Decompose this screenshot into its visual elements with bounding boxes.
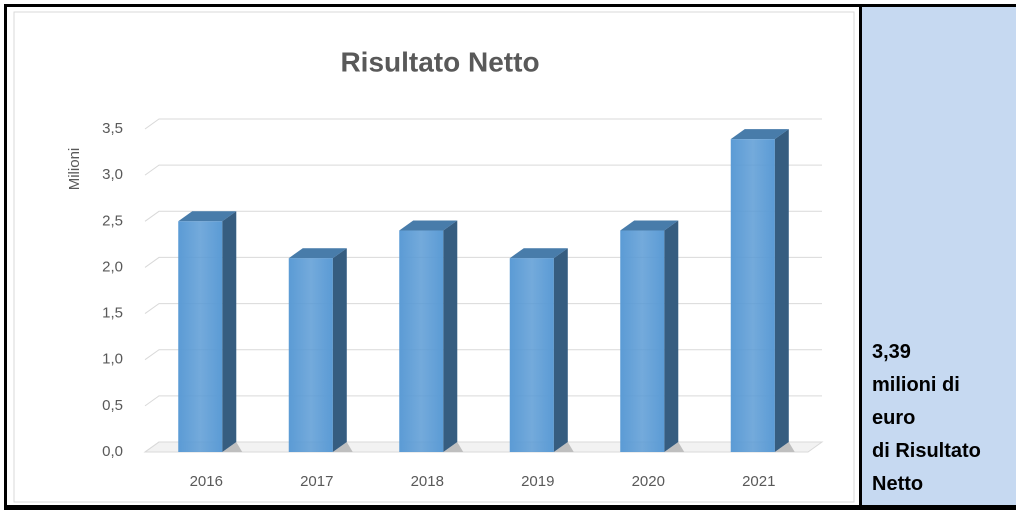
bar-top <box>730 129 789 140</box>
summary-line: di Risultato <box>872 440 981 462</box>
frame: Risultato Netto Milioni 0,0 0,5 1,0 1,5 2,0 2… <box>4 4 1016 510</box>
y-tick-label: 2,0 <box>102 258 123 275</box>
grid-line <box>144 349 822 361</box>
x-tick-label: 2019 <box>521 473 554 490</box>
summary-line: 3,39 <box>872 341 911 363</box>
chart: Risultato Netto Milioni 0,0 0,5 1,0 1,5 2,0 2… <box>13 11 855 503</box>
summary-line: euro <box>872 407 916 429</box>
y-tick-label: 3,0 <box>102 166 123 183</box>
bar-shadow <box>664 442 685 452</box>
y-tick-label: 1,5 <box>102 305 123 322</box>
bar-top-shade <box>620 220 679 231</box>
x-tick-label: 2018 <box>411 473 444 490</box>
bar-side-shade <box>774 129 789 452</box>
bar-top <box>620 220 679 231</box>
bar <box>730 139 775 452</box>
grid-line <box>144 395 822 407</box>
bar <box>509 258 554 452</box>
grid-line <box>144 164 822 176</box>
bar-side <box>443 220 458 452</box>
bar-shadow <box>774 442 795 452</box>
bar <box>620 230 665 452</box>
y-tick-label: 1,0 <box>102 351 123 368</box>
grid-line <box>144 441 822 453</box>
y-tick-label: 0,0 <box>102 443 123 460</box>
x-tick-label: 2016 <box>190 473 223 490</box>
bar-side <box>664 220 679 452</box>
bar-side <box>774 129 789 452</box>
y-tick-label: 0,5 <box>102 397 123 414</box>
grid-line <box>144 210 822 222</box>
bar-side-shade <box>664 220 679 452</box>
y-tick-label: 3,5 <box>102 120 123 137</box>
grid-line <box>144 303 822 314</box>
chart-title: Risultato Netto <box>340 46 539 77</box>
bar-top-shade <box>178 211 237 222</box>
bar <box>288 258 333 452</box>
bar <box>399 230 444 452</box>
bar-top <box>288 248 347 259</box>
bar-top-shade <box>509 248 568 259</box>
bar-shadow <box>332 442 353 452</box>
bar-shadow <box>553 442 574 452</box>
bar <box>178 221 223 452</box>
bar-top-shade <box>730 129 789 140</box>
bar-side-shade <box>332 248 347 452</box>
bar-side-shade <box>443 220 458 452</box>
bar-top <box>399 220 458 231</box>
bar-shadow <box>443 442 464 452</box>
bar-top-shade <box>288 248 347 259</box>
summary-line: Netto <box>872 473 924 495</box>
x-tick-label: 2017 <box>300 473 333 490</box>
bar-side <box>222 211 237 452</box>
grid-line <box>144 118 822 130</box>
bar-side-shade <box>553 248 568 452</box>
bar-shadow <box>222 442 243 452</box>
bar-top-shade <box>399 220 458 231</box>
bar-top <box>178 211 237 222</box>
bar-side-shade <box>222 211 237 452</box>
summary-panel: 3,39 milioni di euro di Risultato Netto <box>859 7 1016 505</box>
floor <box>143 441 824 453</box>
grid-line <box>144 256 822 268</box>
bar-top <box>509 248 568 259</box>
summary-text: 3,39 milioni di euro di Risultato Netto <box>872 336 981 501</box>
summary-line: milioni di <box>872 374 960 396</box>
x-tick-label: 2021 <box>742 473 775 490</box>
y-axis-label: Milioni <box>66 148 83 191</box>
x-tick-label: 2020 <box>632 473 665 490</box>
bar-side <box>332 248 347 452</box>
bar-side <box>553 248 568 452</box>
y-tick-label: 2,5 <box>102 212 123 229</box>
